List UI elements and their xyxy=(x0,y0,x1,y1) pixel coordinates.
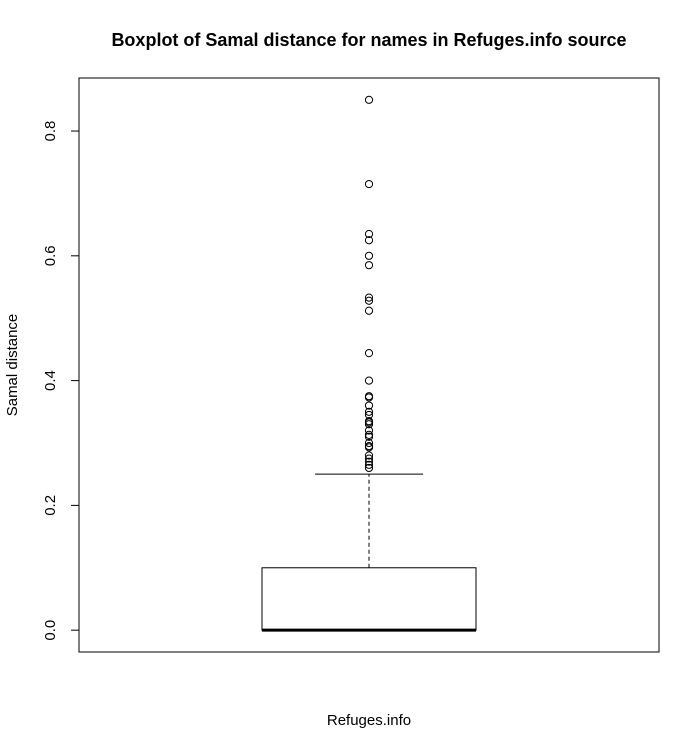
y-tick-label: 0.2 xyxy=(42,495,59,516)
outlier-point xyxy=(364,438,374,448)
outlier-point xyxy=(364,460,374,469)
outlier-point xyxy=(364,463,374,473)
outlier-point xyxy=(364,251,374,260)
outlier-point xyxy=(364,393,374,402)
y-axis: 0.0 0.2 0.4 0.6 0.8 xyxy=(42,121,80,641)
outlier-point xyxy=(364,454,374,463)
outlier-point xyxy=(364,95,374,104)
outlier-point xyxy=(364,426,374,435)
outlier-point xyxy=(364,443,374,452)
chart-title: Boxplot of Samal distance for names in R… xyxy=(111,30,626,50)
outlier-point xyxy=(364,457,374,466)
outlier-point xyxy=(364,296,374,305)
outlier-point xyxy=(364,236,374,245)
y-tick-label: 0.0 xyxy=(42,620,59,641)
outlier-point xyxy=(364,293,374,302)
y-tick-label: 0.6 xyxy=(42,245,59,266)
iqr-box xyxy=(261,567,477,631)
outlier-layer xyxy=(364,95,374,473)
outlier-point xyxy=(364,451,374,460)
outlier-point xyxy=(364,261,374,270)
outlier-point xyxy=(364,432,374,441)
outlier-point xyxy=(364,376,374,385)
outlier-point xyxy=(364,349,374,358)
x-axis-label: Refuges.info xyxy=(327,712,411,729)
outlier-point xyxy=(364,229,374,239)
y-tick-label: 0.8 xyxy=(42,121,59,142)
outlier-point xyxy=(364,306,374,315)
outlier-point xyxy=(364,407,374,416)
y-axis-label: Samal distance xyxy=(4,314,21,417)
outlier-point xyxy=(364,179,374,189)
y-tick-label: 0.4 xyxy=(42,370,59,391)
outlier-point xyxy=(364,420,374,429)
box-layer xyxy=(261,473,477,632)
outlier-point xyxy=(364,401,374,410)
